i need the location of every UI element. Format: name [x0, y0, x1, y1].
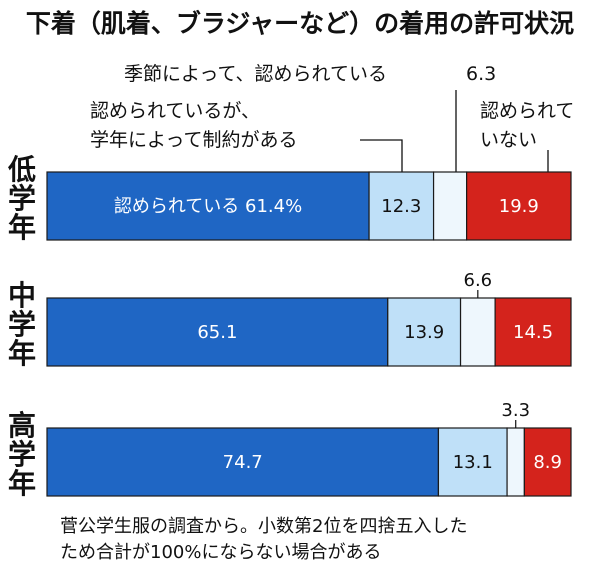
category-label-char: 学: [8, 308, 36, 341]
category-label-char: 年: [8, 337, 36, 370]
footnote-line1: 菅公学生服の調査から。小数第2位を四捨五入した: [60, 516, 467, 537]
legend-restricted-label-line1: 認められているが、: [90, 100, 260, 122]
bar-segment: [437, 427, 508, 497]
bar-segment: [494, 297, 572, 367]
bar-value-label: 8.9: [533, 452, 562, 473]
category-label-char: 低: [7, 153, 36, 186]
leader-line-restricted: [360, 139, 403, 172]
category-label-char: 学: [8, 182, 36, 215]
legend-not-label-line1: 認められて: [480, 100, 574, 122]
bar-value-label: 12.3: [381, 196, 421, 217]
category-label-char: 年: [8, 467, 36, 500]
bar-value-label: 65.1: [197, 322, 237, 343]
legend-seasonal-value: 6.3: [466, 63, 496, 85]
bar-value-label: 6.6: [464, 270, 493, 291]
bar-segment: [523, 427, 572, 497]
bar-value-label: 74.7: [223, 452, 263, 473]
bar-value-label: 3.3: [501, 400, 530, 421]
category-label-char: 学: [8, 438, 36, 471]
bar-value-label: 認められている 61.4%: [114, 196, 302, 217]
footnote-line2: ため合計が100%にならない場合がある: [60, 542, 381, 563]
bar-value-label: 19.9: [499, 196, 539, 217]
category-label-char: 年: [8, 211, 36, 244]
bar-value-label: 13.1: [453, 452, 493, 473]
bar-segment: [506, 427, 525, 497]
chart-title: 下着（肌着、ブラジャーなど）の着用の許可状況: [26, 9, 574, 38]
bar-segment: [368, 171, 435, 241]
legend-restricted-label-line2: 学年によって制約がある: [90, 129, 297, 151]
bar-segment: [459, 297, 496, 367]
bar-value-label: 14.5: [513, 322, 553, 343]
bar-segment: [46, 171, 370, 241]
category-label-char: 高: [8, 409, 36, 442]
legend-seasonal-label: 季節によって、認められている: [124, 63, 387, 85]
legend-not-label-line2: いない: [480, 129, 537, 151]
bar-segment: [466, 171, 572, 241]
bar-value-label: 13.9: [404, 322, 444, 343]
category-label-char: 中: [8, 279, 36, 312]
bar-segment: [432, 171, 468, 241]
